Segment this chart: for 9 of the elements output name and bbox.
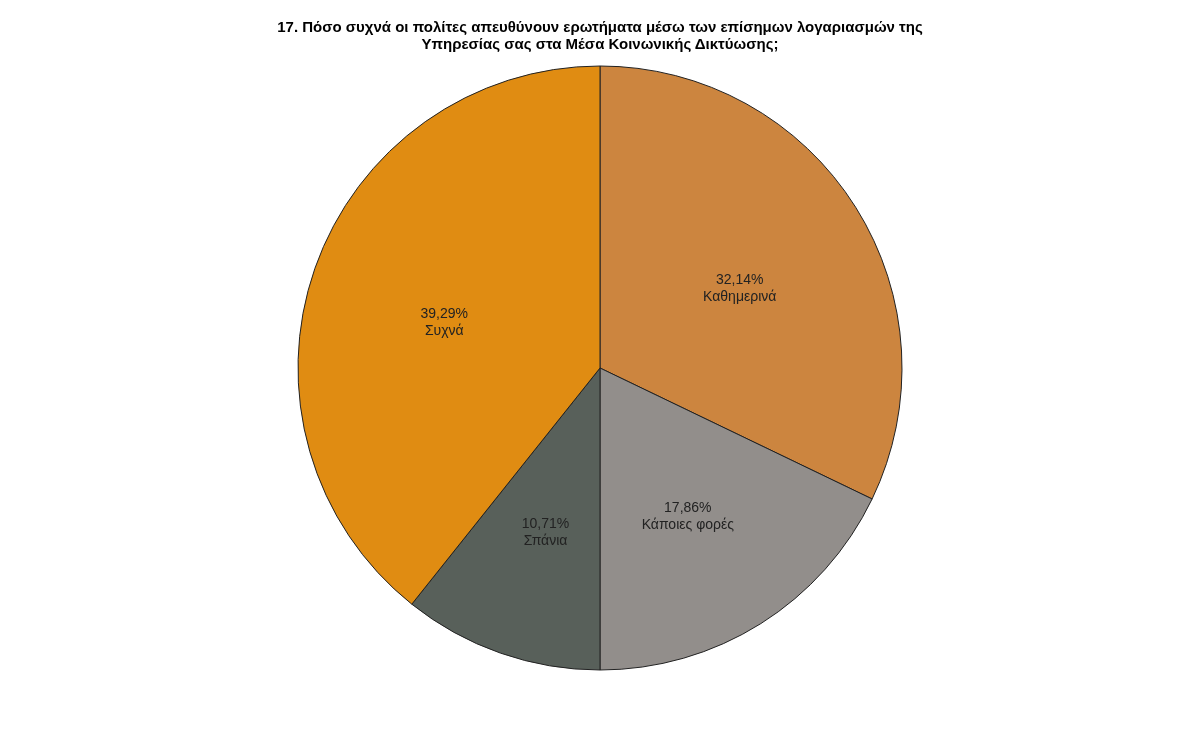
data-label: 17,86%	[664, 498, 712, 515]
data-label: 39,29%	[420, 304, 468, 321]
slice-label: Σπάνια	[523, 531, 568, 548]
data-label: 32,14%	[715, 271, 764, 288]
slice-label: Κάποιες φορές	[641, 515, 735, 532]
slice-label: Συχνά	[424, 321, 464, 338]
data-label: 10,71%	[521, 514, 570, 531]
slice-label: Καθημερινά	[703, 288, 777, 305]
chart-title: 17. Πόσο συχνά οι πολίτες απευθύνουν ερωτήματα μέσω των επίσημων λογαριασμών της Υπηρεσίας σας στα Μέσα Κοινωνικής Δικτύωσης;	[277, 18, 923, 52]
